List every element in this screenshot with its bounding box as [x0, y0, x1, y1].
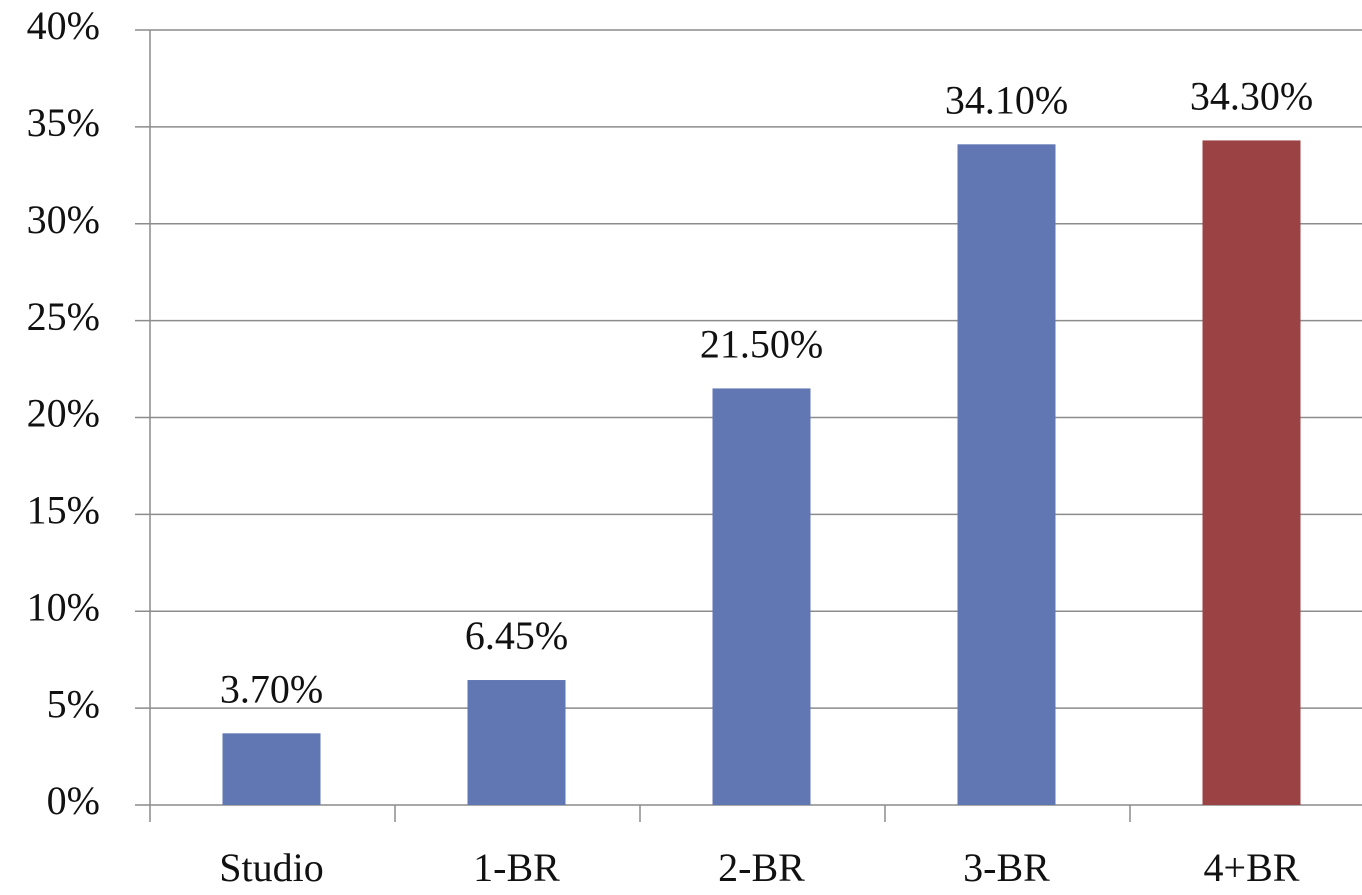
y-tick-label: 35%: [27, 100, 100, 145]
bar: [957, 144, 1056, 805]
x-tick-label: 2-BR: [718, 845, 805, 890]
data-label: 34.30%: [1190, 74, 1313, 119]
x-tick-label: 3-BR: [963, 845, 1050, 890]
data-label: 34.10%: [945, 77, 1068, 122]
y-tick-label: 25%: [27, 294, 100, 339]
y-tick-label: 40%: [27, 3, 100, 48]
y-tick-label: 5%: [47, 681, 100, 726]
data-label: 21.50%: [700, 322, 823, 367]
x-tick-label: 1-BR: [473, 845, 560, 890]
bar: [1202, 140, 1301, 805]
x-tick-label: Studio: [219, 845, 323, 890]
y-tick-label: 0%: [47, 778, 100, 823]
data-label: 3.70%: [220, 666, 323, 711]
x-tick-label: 4+BR: [1204, 845, 1300, 890]
y-tick-label: 30%: [27, 197, 100, 242]
bar: [467, 680, 566, 805]
y-tick-label: 20%: [27, 391, 100, 436]
y-tick-label: 15%: [27, 488, 100, 533]
bar: [712, 388, 811, 805]
y-tick-label: 10%: [27, 584, 100, 629]
data-label: 6.45%: [465, 613, 568, 658]
bar: [222, 733, 321, 805]
